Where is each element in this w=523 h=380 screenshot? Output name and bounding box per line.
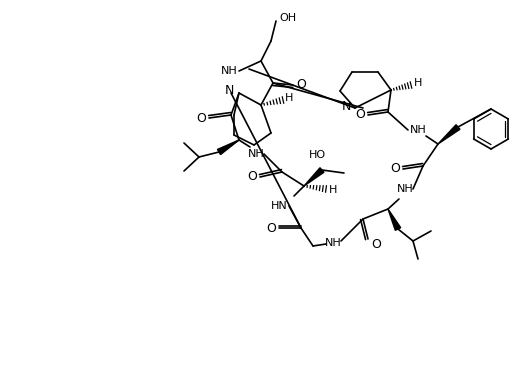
Text: NH: NH bbox=[247, 149, 264, 159]
Text: O: O bbox=[355, 109, 365, 122]
Text: N: N bbox=[342, 100, 351, 112]
Text: NH: NH bbox=[221, 66, 237, 76]
Text: O: O bbox=[296, 79, 306, 92]
Text: NH: NH bbox=[410, 125, 426, 135]
Text: O: O bbox=[371, 238, 381, 250]
Text: H: H bbox=[414, 78, 422, 88]
Text: O: O bbox=[390, 163, 400, 176]
Polygon shape bbox=[304, 168, 324, 186]
Polygon shape bbox=[438, 125, 460, 144]
Text: HO: HO bbox=[309, 150, 325, 160]
Text: NH: NH bbox=[396, 184, 413, 194]
Text: HN: HN bbox=[270, 201, 287, 211]
Text: O: O bbox=[196, 111, 206, 125]
Polygon shape bbox=[388, 209, 401, 230]
Text: O: O bbox=[247, 171, 257, 184]
Text: N: N bbox=[224, 84, 234, 98]
Polygon shape bbox=[218, 140, 239, 155]
Text: OH: OH bbox=[279, 13, 297, 23]
Text: H: H bbox=[285, 93, 293, 103]
Text: O: O bbox=[266, 222, 276, 234]
Text: NH: NH bbox=[325, 238, 342, 248]
Text: H: H bbox=[329, 185, 337, 195]
